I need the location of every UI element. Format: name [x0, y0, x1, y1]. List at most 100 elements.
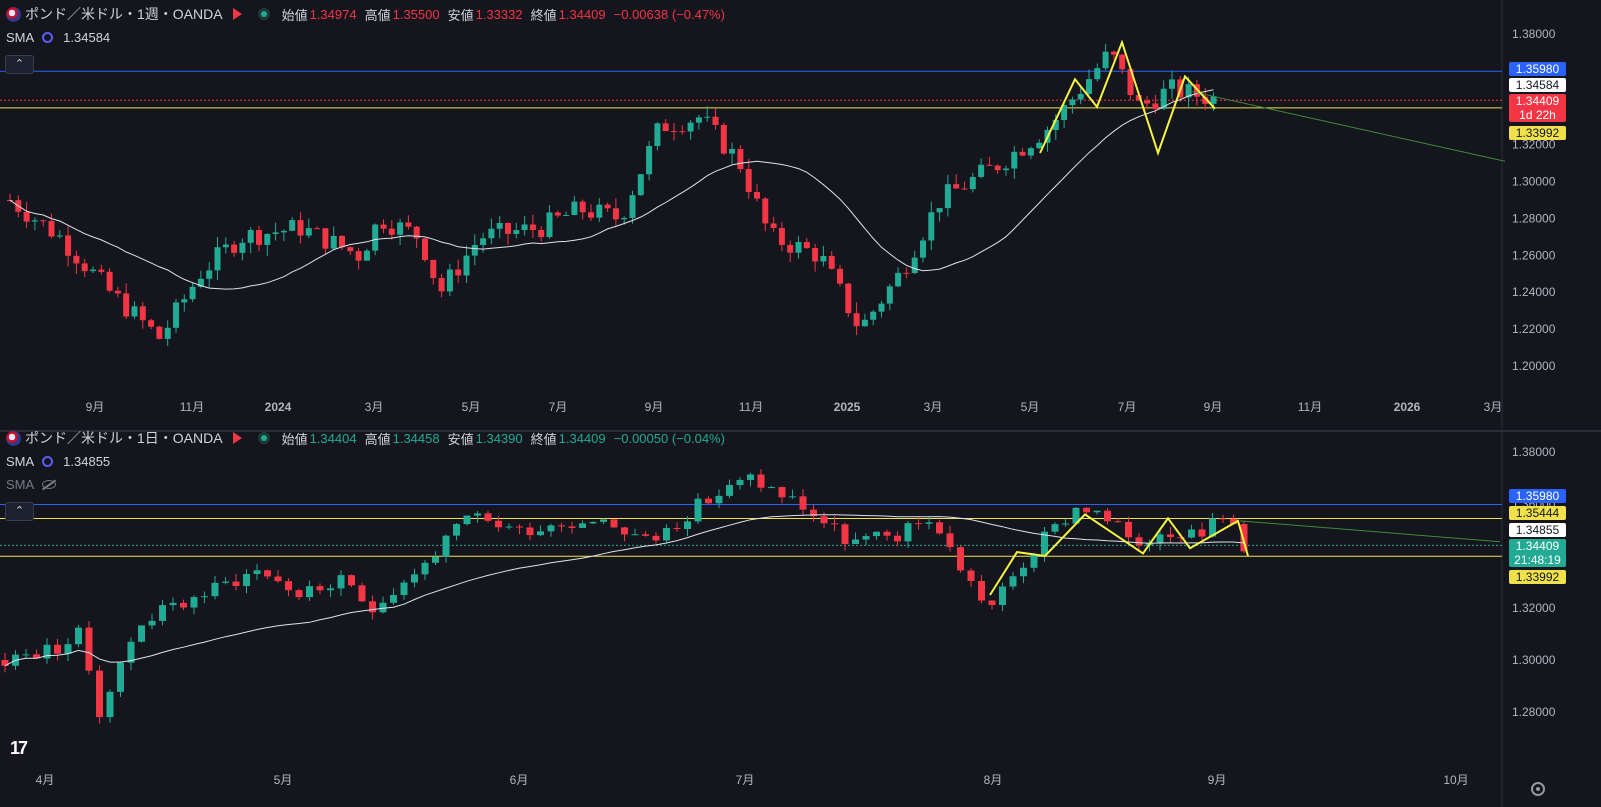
- candle-body: [73, 255, 80, 264]
- candle-body: [861, 319, 868, 327]
- daily-chart-canvas[interactable]: 1.380001.360001.340001.320001.300001.280…: [0, 432, 1601, 807]
- close-label: 終値: [530, 431, 557, 447]
- time-axis-label: 3月: [365, 400, 384, 414]
- sma-legend[interactable]: SMA 1.34584: [6, 30, 110, 45]
- weekly-chart-pane[interactable]: 1.380001.360001.340001.320001.300001.280…: [0, 0, 1601, 430]
- candle-body: [1188, 529, 1195, 538]
- candle-body: [322, 228, 329, 249]
- candle-body: [247, 229, 254, 243]
- time-axis-label: 7月: [549, 400, 568, 414]
- candle-body: [413, 226, 420, 239]
- collapse-legend-button[interactable]: ⌃: [5, 502, 34, 521]
- candle-body: [327, 588, 334, 591]
- close-label: 終値: [530, 7, 557, 23]
- candle-body: [1127, 69, 1134, 96]
- candle-body: [305, 228, 312, 236]
- candle-body: [588, 212, 594, 218]
- candle-body: [873, 531, 880, 537]
- candle-body: [421, 562, 429, 575]
- candle-body: [568, 526, 576, 528]
- candle-body: [31, 220, 38, 222]
- candle-body: [1110, 51, 1117, 55]
- candle-body: [768, 487, 775, 489]
- symbol-title[interactable]: ポンド／米ドル・1週・OANDA: [25, 6, 223, 22]
- candle-body: [239, 242, 246, 253]
- candle-body: [422, 238, 428, 260]
- flag-marker-icon[interactable]: [232, 8, 242, 20]
- candle-body: [148, 320, 155, 327]
- time-axis-label: 5月: [462, 400, 481, 414]
- open-value: 1.34974: [309, 6, 357, 22]
- candle-body: [820, 255, 827, 262]
- candle-body: [280, 230, 287, 233]
- change-value: −0.00050 (−0.04%): [613, 430, 725, 446]
- sma-price-tag: 1.34855: [1509, 523, 1566, 537]
- candle-body: [156, 326, 163, 339]
- change-value: −0.00638 (−0.47%): [613, 6, 725, 22]
- candle-body: [1102, 51, 1109, 69]
- candle-body: [337, 575, 345, 589]
- candle-body: [484, 513, 492, 521]
- blue-line-price-tag: 1.35980: [1509, 62, 1566, 76]
- pattern-drawing: [989, 513, 1249, 596]
- collapse-legend-button[interactable]: ⌃: [5, 55, 34, 74]
- candle-body: [778, 487, 786, 498]
- candle-body: [106, 271, 113, 291]
- open-label: 始値: [281, 431, 308, 447]
- time-axis-label: 8月: [984, 773, 1003, 787]
- candle-body: [81, 263, 88, 272]
- open-label: 始値: [281, 7, 308, 23]
- candle-body: [1019, 151, 1026, 156]
- candle-body: [1083, 507, 1090, 513]
- sma-hidden-name: SMA: [6, 477, 35, 492]
- eye-off-icon[interactable]: [42, 480, 57, 489]
- candle-body: [295, 590, 303, 598]
- candle-body: [662, 123, 669, 132]
- candle-body: [571, 201, 578, 216]
- candle-body: [787, 244, 794, 253]
- sma-hidden-legend[interactable]: SMA: [6, 477, 57, 492]
- candle-body: [1027, 148, 1034, 156]
- candle-body: [181, 299, 188, 303]
- candle-body: [999, 586, 1006, 605]
- sma-settings-icon[interactable]: [42, 456, 54, 467]
- candle-body: [967, 570, 975, 581]
- pane-divider[interactable]: [0, 430, 1601, 432]
- candle-body: [380, 224, 387, 229]
- flag-marker-icon[interactable]: [232, 432, 242, 444]
- candle-body: [139, 306, 146, 321]
- symbol-title[interactable]: ポンド／米ドル・1日・OANDA: [25, 430, 223, 446]
- gear-icon[interactable]: [1531, 782, 1545, 796]
- low-label: 安値: [447, 7, 474, 23]
- candle-body: [372, 224, 379, 251]
- time-axis-label: 6月: [510, 773, 529, 787]
- candle-body: [388, 228, 395, 235]
- candle-body: [1061, 105, 1068, 120]
- candle-body: [1030, 554, 1038, 568]
- daily-chart-pane[interactable]: 1.380001.360001.340001.320001.300001.280…: [0, 430, 1601, 807]
- candle-body: [64, 644, 72, 654]
- candle-body: [1209, 518, 1216, 537]
- candle-body: [1119, 54, 1126, 70]
- candle-body: [505, 223, 511, 234]
- candle-body: [1144, 100, 1151, 104]
- candle-body: [201, 596, 208, 598]
- candle-body: [521, 224, 528, 231]
- blue-line-price-tag: 1.35980: [1509, 489, 1566, 503]
- sma-line: [4, 514, 1245, 667]
- candle-body: [631, 534, 639, 536]
- candle-body: [243, 574, 250, 587]
- weekly-chart-canvas[interactable]: 1.380001.360001.340001.320001.300001.280…: [0, 0, 1601, 430]
- candle-body: [1198, 529, 1206, 537]
- candle-body: [285, 581, 292, 591]
- candle-body: [1052, 119, 1059, 131]
- low-value: 1.34390: [475, 430, 523, 446]
- candle-body: [529, 224, 536, 230]
- sma-legend[interactable]: SMA 1.34855: [6, 454, 110, 469]
- tradingview-logo[interactable]: 17: [10, 738, 28, 758]
- candle-body: [355, 251, 362, 261]
- price-axis-label: 1.28000: [1512, 211, 1556, 225]
- candle-body: [687, 122, 694, 132]
- sma-settings-icon[interactable]: [42, 32, 54, 43]
- candle-body: [442, 535, 450, 557]
